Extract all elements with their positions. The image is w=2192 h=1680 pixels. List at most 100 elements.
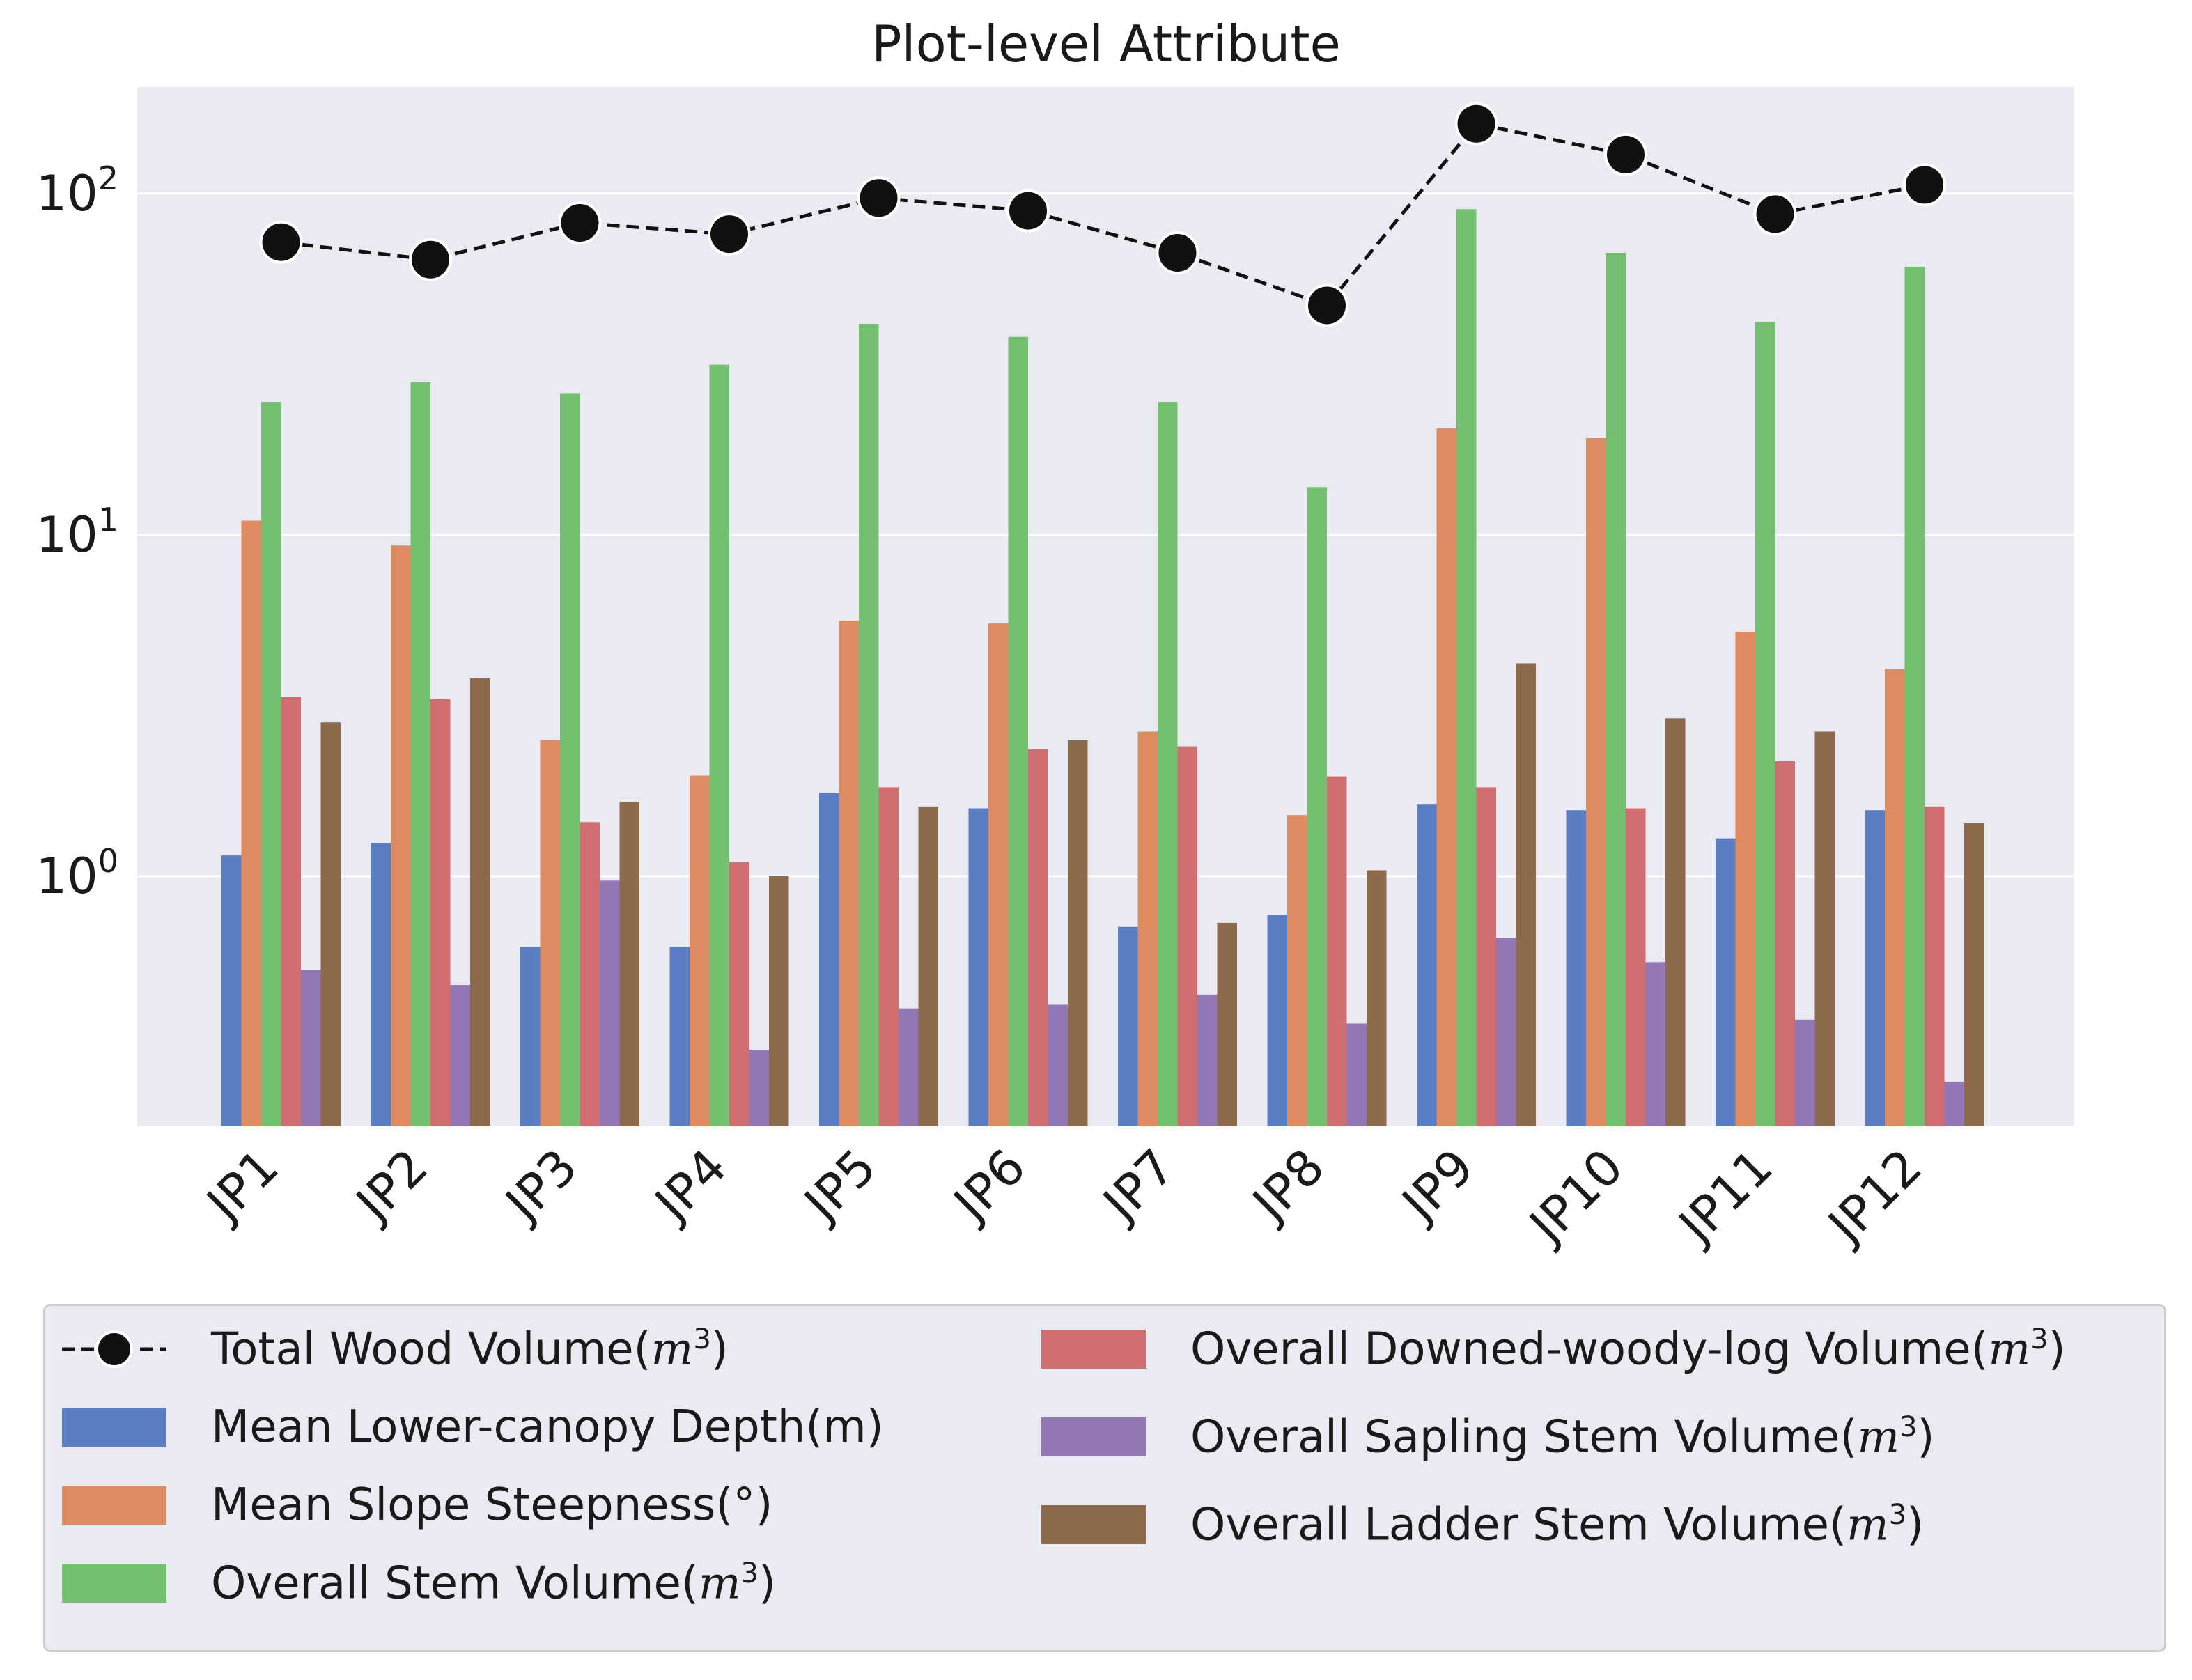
bar-jp8 — [1287, 815, 1307, 1126]
line-point — [857, 176, 901, 220]
line-point — [259, 220, 303, 264]
legend-item-downed-woody-log-volume: Overall Downed-woody-log Volume(m3) — [1041, 1316, 2066, 1383]
bar-jp7 — [1217, 922, 1237, 1126]
bar-jp9 — [1476, 787, 1496, 1126]
bar-jp5 — [899, 1008, 919, 1126]
y-tick-label: 102 — [36, 160, 118, 222]
x-tick-label: JP11 — [1666, 1138, 1783, 1255]
bars — [221, 209, 1984, 1127]
bar-jp10 — [1566, 810, 1586, 1126]
legend-label: Mean Slope Steepness(°) — [211, 1479, 773, 1531]
bar-jp4 — [690, 775, 710, 1126]
bar-jp12 — [1885, 669, 1905, 1126]
legend-item-total-wood-volume: Total Wood Volume(m3) — [62, 1316, 729, 1383]
x-tick-label: JP7 — [1091, 1138, 1186, 1234]
chart: Plot-level Attribute 100 101 102 JP1 JP2 JP3… — [36, 15, 2074, 1255]
bar-jp1 — [241, 520, 261, 1126]
bar-jp5 — [918, 806, 938, 1126]
bar-jp8 — [1267, 915, 1287, 1126]
y-tick-label: 100 — [36, 842, 118, 905]
bar-jp3 — [600, 880, 620, 1126]
bar-jp2 — [410, 382, 430, 1126]
legend-item-stem-volume: Overall Stem Volume(m3) — [62, 1550, 776, 1617]
bar-jp12 — [1944, 1081, 1964, 1126]
bar-jp9 — [1456, 209, 1477, 1126]
bar-jp12 — [1964, 823, 1984, 1126]
bar-jp7 — [1158, 402, 1178, 1126]
bar-jp10 — [1626, 808, 1646, 1126]
bar-jp8 — [1307, 487, 1327, 1126]
bar-jp2 — [371, 843, 391, 1126]
bar-jp8 — [1327, 776, 1347, 1126]
bar-jp2 — [430, 699, 451, 1126]
x-tick-label: JP4 — [642, 1138, 738, 1234]
line-point — [1454, 102, 1498, 146]
legend-label: Total Wood Volume(m3) — [211, 1323, 729, 1376]
bar-jp5 — [859, 323, 879, 1127]
bar-jp5 — [819, 793, 839, 1126]
legend-item-slope-steepness: Mean Slope Steepness(°) — [62, 1472, 772, 1539]
bar-jp1 — [261, 402, 281, 1126]
x-tick-label: JP9 — [1390, 1138, 1485, 1234]
legend-swatch — [62, 1486, 166, 1525]
bar-jp1 — [281, 697, 301, 1126]
bar-jp6 — [1008, 336, 1028, 1126]
bar-jp11 — [1795, 1019, 1815, 1126]
bar-jp4 — [749, 1050, 769, 1126]
bar-jp9 — [1496, 938, 1516, 1126]
line-point — [708, 212, 751, 256]
bar-jp10 — [1606, 253, 1626, 1126]
bar-jp4 — [709, 364, 729, 1126]
legend-swatch — [1041, 1417, 1146, 1456]
legend-label: Overall Ladder Stem Volume(m3) — [1190, 1498, 1925, 1551]
bar-jp10 — [1645, 962, 1665, 1126]
bar-jp11 — [1814, 731, 1835, 1126]
legend-swatch — [1041, 1330, 1146, 1369]
bar-jp3 — [619, 802, 639, 1126]
bar-jp2 — [470, 678, 490, 1126]
legend-swatch — [1041, 1505, 1146, 1544]
bar-jp10 — [1586, 437, 1606, 1126]
bar-jp4 — [769, 876, 789, 1126]
x-tick-label: JP10 — [1517, 1138, 1634, 1255]
bar-jp6 — [1048, 1004, 1068, 1126]
x-tick-label: JP3 — [493, 1138, 589, 1234]
bar-jp12 — [1925, 806, 1945, 1126]
bar-jp2 — [391, 545, 411, 1126]
line-point — [1156, 231, 1199, 275]
legend-swatch — [62, 1408, 166, 1447]
x-tick-label: JP8 — [1240, 1138, 1335, 1234]
bar-jp9 — [1417, 804, 1437, 1126]
bar-jp5 — [839, 621, 859, 1126]
x-tick-label: JP1 — [194, 1138, 290, 1234]
bar-jp6 — [988, 623, 1009, 1126]
bar-jp1 — [221, 855, 242, 1126]
x-tick-label: JP6 — [941, 1138, 1036, 1234]
legend-item-sapling-stem-volume: Overall Sapling Stem Volume(m3) — [1041, 1403, 1935, 1470]
bar-jp7 — [1137, 731, 1158, 1126]
bar-jp8 — [1367, 870, 1387, 1126]
x-tick-label: JP2 — [343, 1138, 439, 1234]
line-point — [1753, 192, 1797, 236]
line-point — [409, 238, 452, 281]
bar-jp10 — [1665, 718, 1686, 1126]
legend-swatch — [62, 1564, 166, 1603]
line-point — [1903, 163, 1946, 207]
line-point — [558, 201, 602, 245]
bar-jp11 — [1735, 631, 1755, 1126]
legend-label: Overall Stem Volume(m3) — [211, 1557, 776, 1610]
legend-item-lower-canopy-depth: Mean Lower-canopy Depth(m) — [62, 1394, 884, 1461]
bar-jp11 — [1775, 761, 1795, 1126]
bar-jp3 — [580, 822, 600, 1126]
bar-jp12 — [1904, 266, 1925, 1127]
bar-jp9 — [1516, 663, 1536, 1126]
chart-title: Plot-level Attribute — [871, 15, 1341, 73]
x-tick-label: JP5 — [792, 1138, 887, 1234]
bar-jp4 — [669, 947, 690, 1126]
legend-item-ladder-stem-volume: Overall Ladder Stem Volume(m3) — [1041, 1491, 1924, 1558]
bar-jp3 — [540, 740, 560, 1126]
bar-jp6 — [1068, 740, 1088, 1126]
line-marker-icon — [62, 1330, 166, 1368]
y-tick-label: 101 — [36, 501, 118, 563]
y-axis: 100 101 102 — [36, 160, 118, 905]
